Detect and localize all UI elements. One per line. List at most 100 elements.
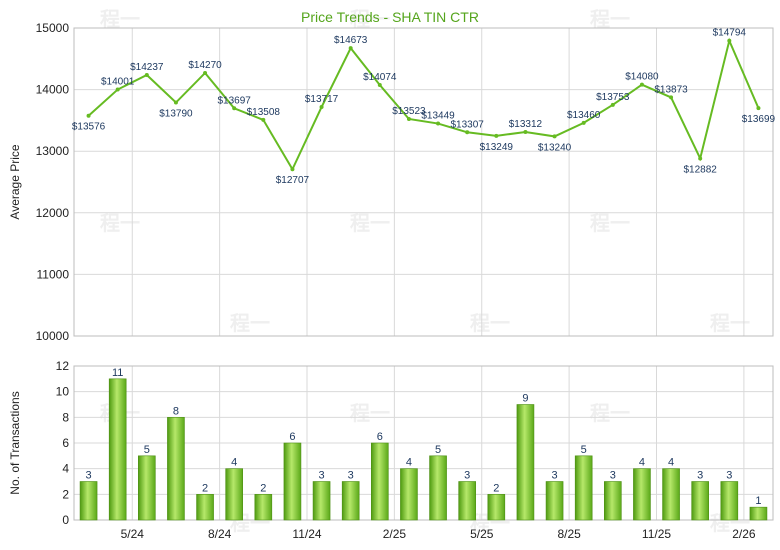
price-point — [377, 83, 382, 88]
price-data-label: $14001 — [101, 77, 135, 88]
price-point — [523, 129, 528, 134]
price-point — [86, 113, 91, 118]
transactions-data-label: 3 — [86, 470, 92, 482]
price-y-tick-label: 15000 — [36, 21, 70, 35]
watermark-layer: 程一程一程一程一程一程一程一程一程一程一程一程一程一程一程一 — [100, 7, 750, 535]
price-data-label: $12882 — [684, 164, 718, 175]
transactions-plot-frame — [73, 365, 774, 521]
transactions-bar — [429, 455, 447, 521]
price-data-label: $12707 — [276, 175, 310, 186]
watermark-text: 程一 — [350, 401, 390, 425]
price-point — [406, 116, 411, 121]
transactions-data-label: 3 — [726, 470, 732, 482]
price-point — [756, 106, 761, 111]
price-point — [581, 120, 586, 125]
transactions-data-label: 4 — [668, 457, 674, 469]
price-data-label: $13240 — [538, 142, 572, 153]
transactions-bar — [749, 506, 768, 521]
price-y-tick-label: 12000 — [36, 206, 70, 220]
transactions-x-tick-label: 5/25 — [470, 527, 494, 541]
price-data-label: $13699 — [742, 114, 776, 125]
transactions-data-label: 3 — [697, 470, 703, 482]
transactions-bar — [720, 481, 739, 521]
price-plot-frame — [73, 27, 774, 337]
transactions-data-label: 9 — [522, 393, 528, 405]
transactions-y-axis-title: No. of Transactions — [8, 391, 22, 494]
transactions-bar — [167, 417, 185, 521]
price-point — [727, 38, 732, 43]
transactions-plot-border — [73, 365, 774, 521]
price-line — [87, 37, 760, 172]
transactions-y-tick-label: 12 — [56, 359, 70, 373]
price-y-tick-label: 10000 — [36, 329, 70, 343]
transactions-bar — [574, 455, 593, 521]
transactions-data-label: 5 — [144, 444, 150, 456]
transactions-data-label: 2 — [202, 482, 208, 494]
price-point — [669, 95, 674, 100]
price-point — [348, 46, 353, 51]
transactions-y-tick-label: 6 — [62, 436, 69, 450]
transactions-bars — [79, 378, 768, 521]
price-data-label: $13249 — [480, 142, 514, 153]
price-y-tick-label: 14000 — [36, 83, 70, 97]
watermark-text: 程一 — [470, 311, 510, 335]
price-gridlines — [74, 27, 773, 337]
price-data-label: $13717 — [305, 94, 339, 105]
price-data-labels: $13576$14001$14237$13790$14270$13697$135… — [72, 28, 776, 187]
price-y-axis-title: Average Price — [8, 144, 22, 219]
transactions-bar — [196, 494, 214, 521]
transactions-x-tick-label: 5/24 — [121, 527, 145, 541]
price-point — [173, 100, 178, 105]
transactions-x-tick-label: 2/26 — [732, 527, 756, 541]
transactions-data-labels: 3 11 5 8 2 4 2 6 3 3 6 4 5 3 2 9 3 5 3 4 4 3 3 1 — [86, 367, 762, 507]
transactions-x-axis: 5/24 8/24 11/24 2/25 5/25 8/25 11/25 2/26 — [121, 527, 756, 541]
watermark-text: 程一 — [230, 311, 270, 335]
transactions-y-tick-label: 2 — [62, 487, 69, 501]
transactions-x-tick-label: 8/25 — [557, 527, 581, 541]
transactions-data-label: 11 — [112, 367, 123, 379]
price-data-label: $13312 — [509, 119, 543, 130]
transactions-bar — [371, 442, 389, 521]
price-point — [232, 106, 237, 111]
price-data-label: $13576 — [72, 122, 106, 133]
price-point — [610, 102, 615, 107]
transactions-bar — [400, 468, 418, 521]
price-data-label: $13873 — [654, 84, 688, 95]
transactions-data-label: 6 — [377, 431, 383, 443]
price-series — [86, 37, 761, 172]
price-data-label: $13449 — [421, 111, 455, 122]
transactions-data-label: 3 — [464, 470, 470, 482]
price-point — [639, 82, 644, 87]
transactions-data-label: 3 — [552, 470, 558, 482]
price-data-label: $13523 — [392, 106, 426, 117]
transactions-data-label: 3 — [610, 470, 616, 482]
watermark-text: 程一 — [590, 211, 630, 235]
transactions-data-label: 5 — [581, 444, 587, 456]
price-data-label: $13697 — [218, 95, 252, 106]
price-point — [319, 105, 324, 110]
price-data-label: $13753 — [596, 92, 630, 103]
price-point — [144, 73, 149, 78]
transactions-data-label: 3 — [348, 470, 354, 482]
transactions-x-tick-label: 8/24 — [208, 527, 232, 541]
transactions-bar — [225, 468, 243, 521]
price-point — [465, 130, 470, 135]
price-y-axis: 10000 11000 12000 13000 14000 15000 — [36, 21, 70, 343]
transactions-data-label: 4 — [406, 457, 412, 469]
price-data-label: $14673 — [334, 35, 368, 46]
transactions-data-label: 3 — [319, 470, 325, 482]
watermark-text: 程一 — [350, 7, 390, 31]
transactions-data-label: 5 — [435, 444, 441, 456]
price-point — [436, 121, 441, 126]
price-data-label: $13307 — [451, 119, 485, 130]
price-data-label: $13508 — [247, 107, 281, 118]
transactions-x-tick-label: 11/25 — [642, 527, 671, 541]
watermark-text: 程一 — [100, 7, 140, 31]
chart-title: Price Trends - SHA TIN CTR — [301, 9, 479, 25]
watermark-text: 程一 — [590, 7, 630, 31]
transactions-data-label: 6 — [289, 431, 295, 443]
price-point — [552, 134, 557, 139]
transactions-bar — [487, 494, 506, 521]
price-data-label: $14794 — [713, 28, 747, 39]
transactions-data-label: 2 — [493, 482, 499, 494]
